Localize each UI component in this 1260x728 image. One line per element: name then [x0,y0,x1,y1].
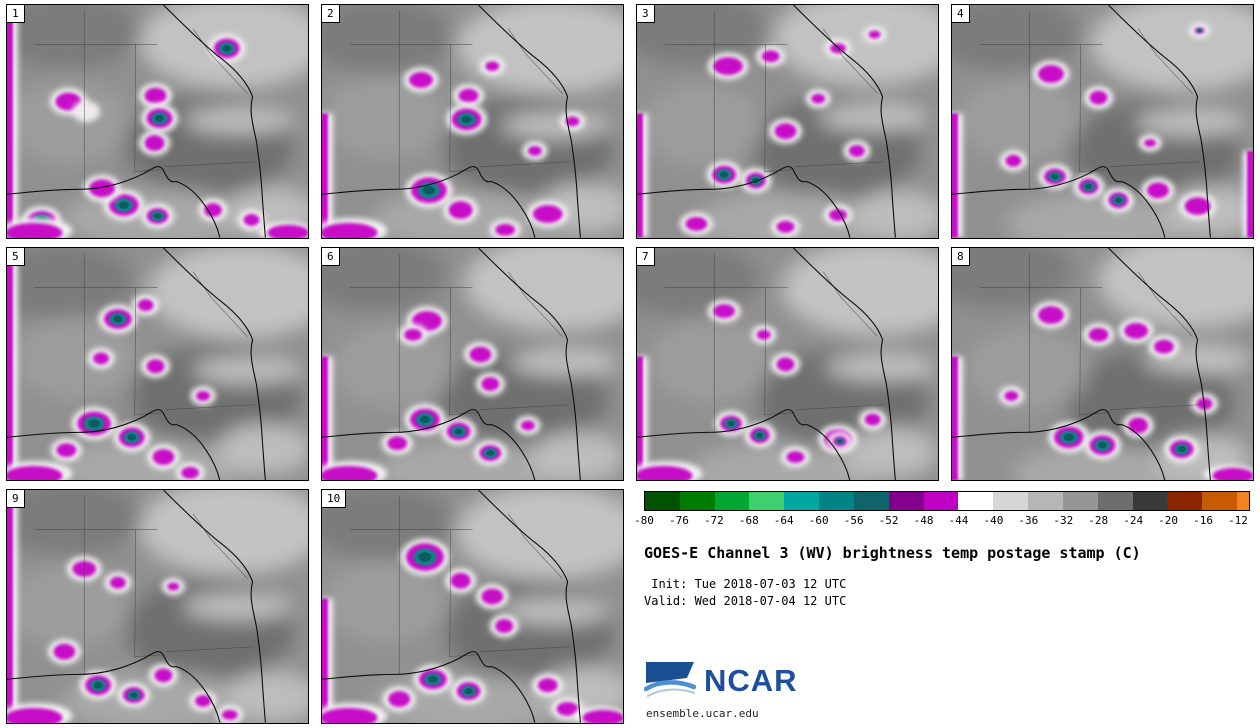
colorbar-tick-label: -64 [773,514,794,528]
colorbar-tick-label: -48 [913,514,934,528]
colorbar-tail-segment [1237,492,1250,511]
colorbar-tick-label: -32 [1053,514,1074,528]
colorbar-segment [1132,492,1168,511]
colorbar-tick-label: -72 [703,514,724,528]
panel-number-label: 7 [637,247,655,266]
stamp-panel-1: 1 [6,4,309,239]
satellite-image-3 [637,5,938,238]
satellite-image-7 [637,247,938,481]
colorbar-segment [784,492,820,511]
stamp-panel-8: 8 [951,246,1254,482]
panel-number-label: 5 [7,247,25,266]
site-url: ensemble.ucar.edu [646,707,759,720]
colorbar-segment [1097,492,1133,511]
colorbar-segment [958,492,994,511]
panel-number-label: 1 [7,4,25,23]
satellite-image-8 [952,247,1253,481]
legend-block: -80 -76 -72 -68 -64 -60 -56 -52 -48 -44 -40 -36 -32-… [634,489,1254,724]
stamp-panel-10: 10 [321,489,624,724]
colorbar-ticks: -80 -76 -72 -68 -64 -60 -56 -52 -48 -44 -40 -36 -32-… [634,511,1250,528]
colorbar-segment [923,492,959,511]
colorbar-segment [993,492,1029,511]
colorbar-tick-label: -56 [843,514,864,528]
colorbar-segment [645,492,680,511]
stamp-panel-9: 9 [6,489,309,724]
colorbar-tick-label: -68 [738,514,759,528]
colorbar-tick-label: -44 [948,514,969,528]
panel-number-label: 3 [637,4,655,23]
stamp-panel-2: 2 [321,4,624,239]
init-time: Init: Tue 2018-07-03 12 UTC [644,577,847,592]
stamp-panel-3: 3 [636,4,939,239]
figure-title: GOES-E Channel 3 (WV) brightness temp po… [644,544,1141,563]
colorbar-tick-label: -12 [1228,514,1248,528]
colorbar-tick-label: -40 [983,514,1004,528]
stamp-panel-4: 4 [951,4,1254,239]
colorbar-tick-label: -80 [634,514,654,528]
valid-time: Valid: Wed 2018-07-04 12 UTC [644,594,847,609]
colorbar-segment [1202,492,1238,511]
ncar-logo: NCAR [643,658,1250,704]
colorbar-tick-label: -28 [1088,514,1109,528]
satellite-image-6 [322,247,623,481]
satellite-image-10 [322,490,623,723]
colorbar-segment [1028,492,1063,511]
colorbar-tick-label: -52 [878,514,899,528]
colorbar-segment [888,492,924,511]
panel-number-label: 8 [952,247,970,266]
colorbar-segment [679,492,715,511]
colorbar-tick-label: -24 [1123,514,1144,528]
stamp-panel-7: 7 [636,246,939,482]
satellite-image-9 [7,490,308,723]
stamp-panel-5: 5 [6,246,309,482]
colorbar-segment [853,492,889,511]
panel-number-label: 6 [322,247,340,266]
colorbar-tick-label: -20 [1158,514,1179,528]
colorbar-tick-label: -36 [1018,514,1039,528]
ncar-logo-text: NCAR [704,663,798,698]
colorbar-tick-label: -60 [808,514,829,528]
satellite-image-5 [7,247,308,481]
colorbar [644,491,1250,512]
colorbar-tick-label: -16 [1193,514,1213,528]
satellite-image-1 [7,5,308,238]
panel-number-label: 9 [7,490,25,509]
satellite-image-4 [952,5,1253,238]
panel-number-label: 4 [952,4,970,23]
colorbar-segment [749,492,785,511]
colorbar-segment [1167,492,1203,511]
satellite-image-2 [322,5,623,238]
panel-number-label: 10 [322,490,347,509]
panel-number-label: 2 [322,4,340,23]
colorbar-segment [1062,492,1098,511]
colorbar-segment [714,492,750,511]
colorbar-tick-label: -76 [669,514,689,528]
stamp-panel-6: 6 [321,246,624,482]
colorbar-segment [819,492,854,511]
ncar-logo-icon [643,658,697,704]
